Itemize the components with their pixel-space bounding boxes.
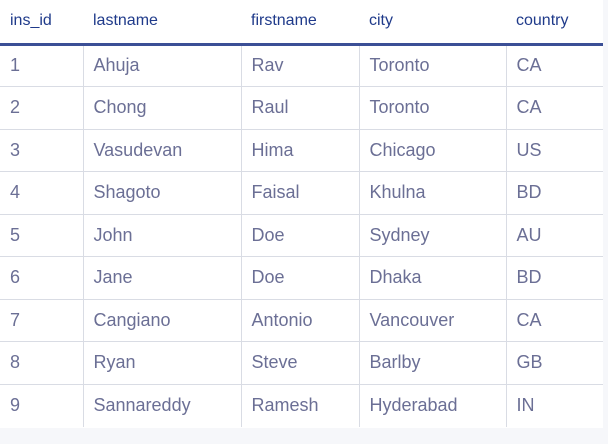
cell-ins-id: 4 xyxy=(10,182,21,203)
table-body: 1 Ahuja Rav Toronto CA 2 Chong Raul Toro… xyxy=(0,44,603,427)
header-row: ins_id lastname firstname city country xyxy=(0,0,603,44)
cell-city: Chicago xyxy=(358,129,506,172)
cell-country: GB xyxy=(505,341,603,384)
cell-ins-id: 7 xyxy=(10,309,21,330)
cell-firstname: Faisal xyxy=(240,171,359,214)
cell-ins-id: 1 xyxy=(10,55,21,76)
table-row: 7 Cangiano Antonio Vancouver CA xyxy=(0,299,603,342)
cell-firstname: Doe xyxy=(240,256,359,299)
cell-lastname: John xyxy=(82,214,241,257)
cell-firstname: Raul xyxy=(240,86,359,129)
table-row: 2 Chong Raul Toronto CA xyxy=(0,86,603,129)
cell-city: Khulna xyxy=(358,171,506,214)
cell-firstname: Rav xyxy=(240,44,359,87)
table-row: 3 Vasudevan Hima Chicago US xyxy=(0,129,603,172)
cell-city: Barlby xyxy=(358,341,506,384)
column-header-firstname[interactable]: firstname xyxy=(251,12,317,30)
cell-country: AU xyxy=(505,214,603,257)
cell-firstname: Ramesh xyxy=(240,384,359,427)
cell-country: BD xyxy=(505,171,603,214)
cell-ins-id: 6 xyxy=(10,267,21,288)
cell-firstname: Steve xyxy=(240,341,359,384)
table-row: 4 Shagoto Faisal Khulna BD xyxy=(0,171,603,214)
cell-lastname: Ryan xyxy=(82,341,241,384)
cell-ins-id: 9 xyxy=(10,395,21,415)
cell-city: Toronto xyxy=(358,44,506,87)
table-row: 9 Sannareddy Ramesh Hyderabad IN xyxy=(0,384,603,427)
column-header-country[interactable]: country xyxy=(516,12,569,30)
column-header-city[interactable]: city xyxy=(369,12,393,30)
cell-ins-id: 2 xyxy=(10,97,21,118)
cell-lastname: Sannareddy xyxy=(82,384,241,427)
cell-city: Toronto xyxy=(358,86,506,129)
cell-firstname: Hima xyxy=(240,129,359,172)
cell-country: CA xyxy=(505,44,603,87)
cell-city: Sydney xyxy=(358,214,506,257)
column-header-ins-id[interactable]: ins_id xyxy=(10,12,52,30)
cell-city: Hyderabad xyxy=(358,384,506,427)
cell-lastname: Cangiano xyxy=(82,299,241,342)
column-header-lastname[interactable]: lastname xyxy=(93,12,158,30)
cell-firstname: Antonio xyxy=(240,299,359,342)
table-row: 6 Jane Doe Dhaka BD xyxy=(0,256,603,299)
cell-country: US xyxy=(505,129,603,172)
cell-lastname: Shagoto xyxy=(82,171,241,214)
cell-lastname: Ahuja xyxy=(82,44,241,87)
cell-ins-id: 8 xyxy=(10,352,21,373)
cell-lastname: Jane xyxy=(82,256,241,299)
cell-city: Vancouver xyxy=(358,299,506,342)
cell-lastname: Chong xyxy=(82,86,241,129)
cell-country: IN xyxy=(505,384,603,427)
cell-ins-id: 5 xyxy=(10,224,21,245)
results-table: ins_id lastname firstname city country 1… xyxy=(0,0,603,427)
cell-country: CA xyxy=(505,86,603,129)
table-row: 1 Ahuja Rav Toronto CA xyxy=(0,44,603,87)
table-row: 8 Ryan Steve Barlby GB xyxy=(0,341,603,384)
table-row: 5 John Doe Sydney AU xyxy=(0,214,603,257)
results-table-container: ins_id lastname firstname city country 1… xyxy=(0,0,603,427)
cell-city: Dhaka xyxy=(358,256,506,299)
cell-country: CA xyxy=(505,299,603,342)
cell-country: BD xyxy=(505,256,603,299)
table-header: ins_id lastname firstname city country xyxy=(0,0,603,44)
cell-firstname: Doe xyxy=(240,214,359,257)
cell-ins-id: 3 xyxy=(10,139,21,160)
cell-lastname: Vasudevan xyxy=(82,129,241,172)
